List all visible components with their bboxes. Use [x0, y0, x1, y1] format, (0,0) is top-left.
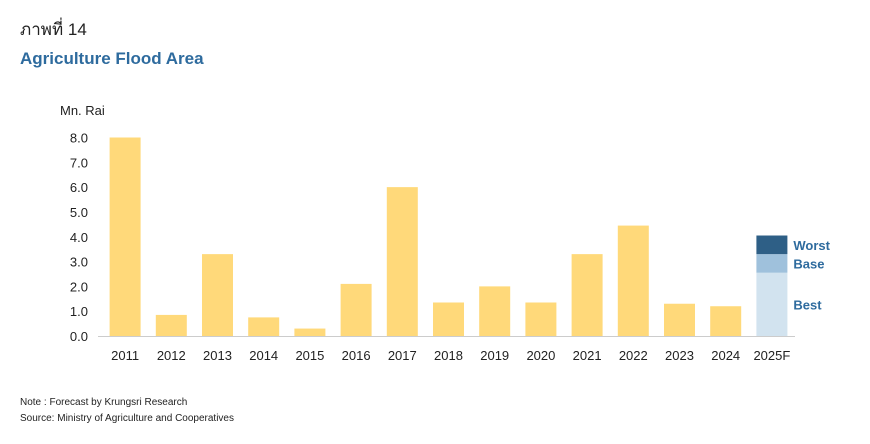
forecast-segment-worst: [756, 235, 788, 255]
bar-2015: [294, 328, 326, 336]
x-tick-label: 2022: [619, 348, 648, 363]
bar-2019: [479, 286, 511, 336]
y-axis-label: Mn. Rai: [60, 103, 105, 118]
bar-2011: [109, 137, 141, 336]
bar-2020: [525, 302, 557, 336]
x-tick-label: 2014: [249, 348, 278, 363]
bars: [109, 137, 742, 336]
x-tick-label: 2011: [111, 348, 139, 363]
forecast-stack: Best Base Worst: [756, 235, 831, 336]
x-tick-label: 2018: [434, 348, 463, 363]
x-tick-label: 2024: [711, 348, 740, 363]
x-tick-label: 2025F: [753, 348, 790, 363]
bar-2018: [433, 302, 464, 336]
chart-title: Agriculture Flood Area: [20, 49, 204, 68]
x-tick-label: 2019: [480, 348, 509, 363]
y-tick-label: 8.0: [70, 131, 88, 146]
x-tick-label: 2021: [573, 348, 602, 363]
forecast-segment-best: [756, 272, 788, 336]
x-tick-label: 2013: [203, 348, 232, 363]
x-tick-label: 2016: [342, 348, 371, 363]
x-tick-label: 2023: [665, 348, 694, 363]
y-tick-label: 7.0: [70, 155, 88, 170]
x-tick-label: 2012: [157, 348, 186, 363]
bar-2014: [248, 317, 280, 336]
note-text: Note : Forecast by Krungsri Research: [20, 397, 188, 408]
bar-2023: [664, 303, 695, 336]
bar-chart: Mn. Rai 0.0 1.0 2.0 3.0 4.0 5.0 6.0 7.0 8.0 2011…: [60, 103, 831, 363]
y-tick-label: 4.0: [70, 230, 88, 245]
x-tick-label: 2020: [526, 348, 555, 363]
y-tick-label: 0.0: [70, 329, 88, 344]
forecast-label-worst: Worst: [793, 238, 830, 253]
bar-2016: [340, 283, 372, 336]
y-tick-label: 3.0: [70, 255, 88, 270]
y-axis-ticks: 0.0 1.0 2.0 3.0 4.0 5.0 6.0 7.0 8.0: [70, 131, 88, 345]
forecast-label-best: Best: [793, 297, 822, 312]
y-tick-label: 1.0: [70, 304, 88, 319]
bar-2013: [202, 254, 233, 336]
source-text: Source: Ministry of Agriculture and Coop…: [20, 413, 234, 424]
bar-2022: [617, 225, 649, 336]
bar-2017: [386, 187, 418, 336]
figure-label: ภาพที่ 14: [20, 20, 87, 39]
forecast-segment-base: [756, 254, 788, 273]
forecast-label-base: Base: [793, 256, 824, 271]
x-axis-ticks: 2011 2012 2013 2014 2015 2016 2017 2018 2019 2020…: [111, 348, 790, 363]
y-tick-label: 2.0: [70, 279, 88, 294]
x-tick-label: 2017: [388, 348, 417, 363]
bar-2024: [710, 306, 742, 336]
bar-2021: [571, 254, 603, 336]
y-tick-label: 6.0: [70, 180, 88, 195]
x-tick-label: 2015: [295, 348, 324, 363]
y-tick-label: 5.0: [70, 205, 88, 220]
bar-2012: [155, 314, 187, 336]
